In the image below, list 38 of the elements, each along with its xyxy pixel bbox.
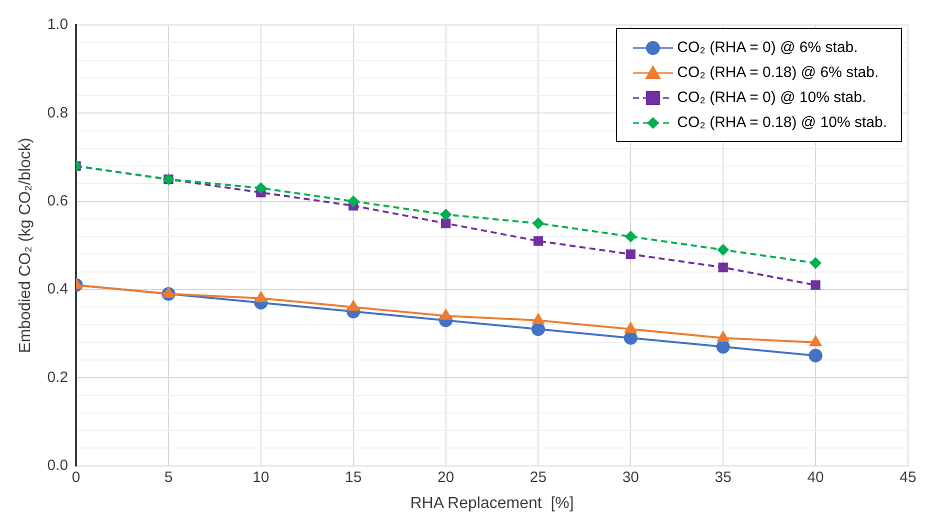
x-axis-title: RHA Replacement [%] — [410, 494, 574, 512]
x-tick-label: 5 — [164, 468, 173, 486]
point — [441, 218, 451, 228]
y-tick-label: 0.2 — [47, 368, 68, 386]
point — [624, 230, 637, 243]
point — [440, 208, 452, 220]
point — [716, 340, 730, 354]
y-tick-label: 1.0 — [47, 16, 68, 34]
x-tick-label: 0 — [72, 468, 80, 486]
x-tick-label: 30 — [622, 468, 640, 486]
point — [626, 249, 636, 260]
y-tick-label: 0.4 — [47, 280, 68, 298]
x-tick-label: 35 — [714, 468, 732, 486]
point — [347, 195, 360, 208]
x-tick-label: 20 — [437, 468, 454, 486]
legend-label: CO₂ (RHA = 0.18) @ 6% stab. — [677, 64, 879, 81]
point — [808, 348, 822, 362]
point — [254, 182, 267, 194]
x-tick-label: 10 — [252, 468, 270, 486]
x-tick-label: 15 — [345, 468, 362, 486]
point — [810, 257, 822, 269]
y-axis-title: Embodied CO₂ (kg CO₂/block) — [17, 138, 34, 353]
legend-label: CO₂ (RHA = 0) @ 6% stab. — [677, 39, 858, 56]
y-tick-label: 0.6 — [47, 192, 68, 210]
y-tick-label: 0.8 — [47, 104, 68, 122]
x-tick-label: 45 — [900, 468, 916, 486]
point — [531, 322, 546, 336]
point — [717, 244, 730, 256]
legend-label: CO₂ (RHA = 0.18) @ 10% stab. — [677, 114, 887, 131]
point — [624, 331, 638, 345]
x-tick-label: 25 — [530, 468, 547, 486]
y-tick-label: 0.0 — [47, 456, 68, 474]
point — [533, 236, 544, 246]
x-tick-label: 40 — [807, 468, 824, 486]
point — [810, 280, 820, 290]
point — [532, 217, 544, 230]
point — [718, 262, 728, 272]
legend-label: CO₂ (RHA = 0) @ 10% stab. — [677, 89, 866, 106]
